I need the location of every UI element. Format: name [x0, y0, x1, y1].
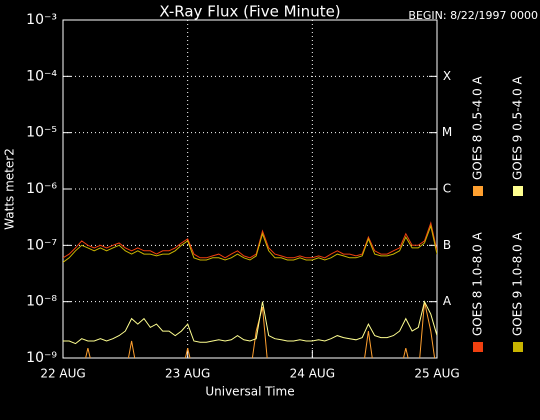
legend-label: GOES 9 0.5-4.0 A: [511, 75, 525, 180]
x-tick-label: 23 AUG: [165, 367, 210, 381]
legend-label: GOES 9 1.0-8.0 A: [511, 231, 525, 336]
legend-swatch: [473, 186, 483, 196]
legend-label: GOES 8 0.5-4.0 A: [471, 75, 485, 180]
y-tick-label: 10⁻⁹: [26, 350, 57, 366]
y-tick-label: 10⁻⁷: [26, 237, 57, 253]
y-axis-label: Watts meter2: [3, 148, 17, 230]
series-line: [63, 221, 437, 259]
series-line: [85, 301, 436, 358]
plot-area: [63, 221, 437, 358]
series-line: [63, 300, 437, 345]
legend-swatch: [513, 342, 523, 352]
y-tick-label: 10⁻³: [26, 12, 57, 28]
y2-tick-label: A: [443, 294, 452, 308]
legend-label: GOES 8 1.0-8.0 A: [471, 231, 485, 336]
y2-tick-label: B: [443, 238, 451, 252]
series-line: [63, 224, 437, 263]
y-tick-label: 10⁻⁸: [26, 294, 57, 310]
chart-title: X-Ray Flux (Five Minute): [159, 3, 340, 21]
chart-subtitle: BEGIN: 8/22/1997 0000: [408, 9, 538, 22]
legend-swatch: [473, 342, 483, 352]
y-tick-label: 10⁻⁵: [26, 125, 57, 141]
x-tick-label: 24 AUG: [290, 367, 335, 381]
y2-tick-label: C: [443, 182, 451, 196]
legend-swatch: [513, 186, 523, 196]
x-tick-label: 25 AUG: [414, 367, 459, 381]
y2-tick-label: X: [443, 69, 451, 83]
x-tick-label: 22 AUG: [40, 367, 85, 381]
y2-tick-label: M: [442, 125, 452, 139]
x-axis-label: Universal Time: [205, 385, 294, 399]
y-tick-label: 10⁻⁶: [26, 181, 57, 197]
y-tick-label: 10⁻⁴: [26, 68, 57, 84]
